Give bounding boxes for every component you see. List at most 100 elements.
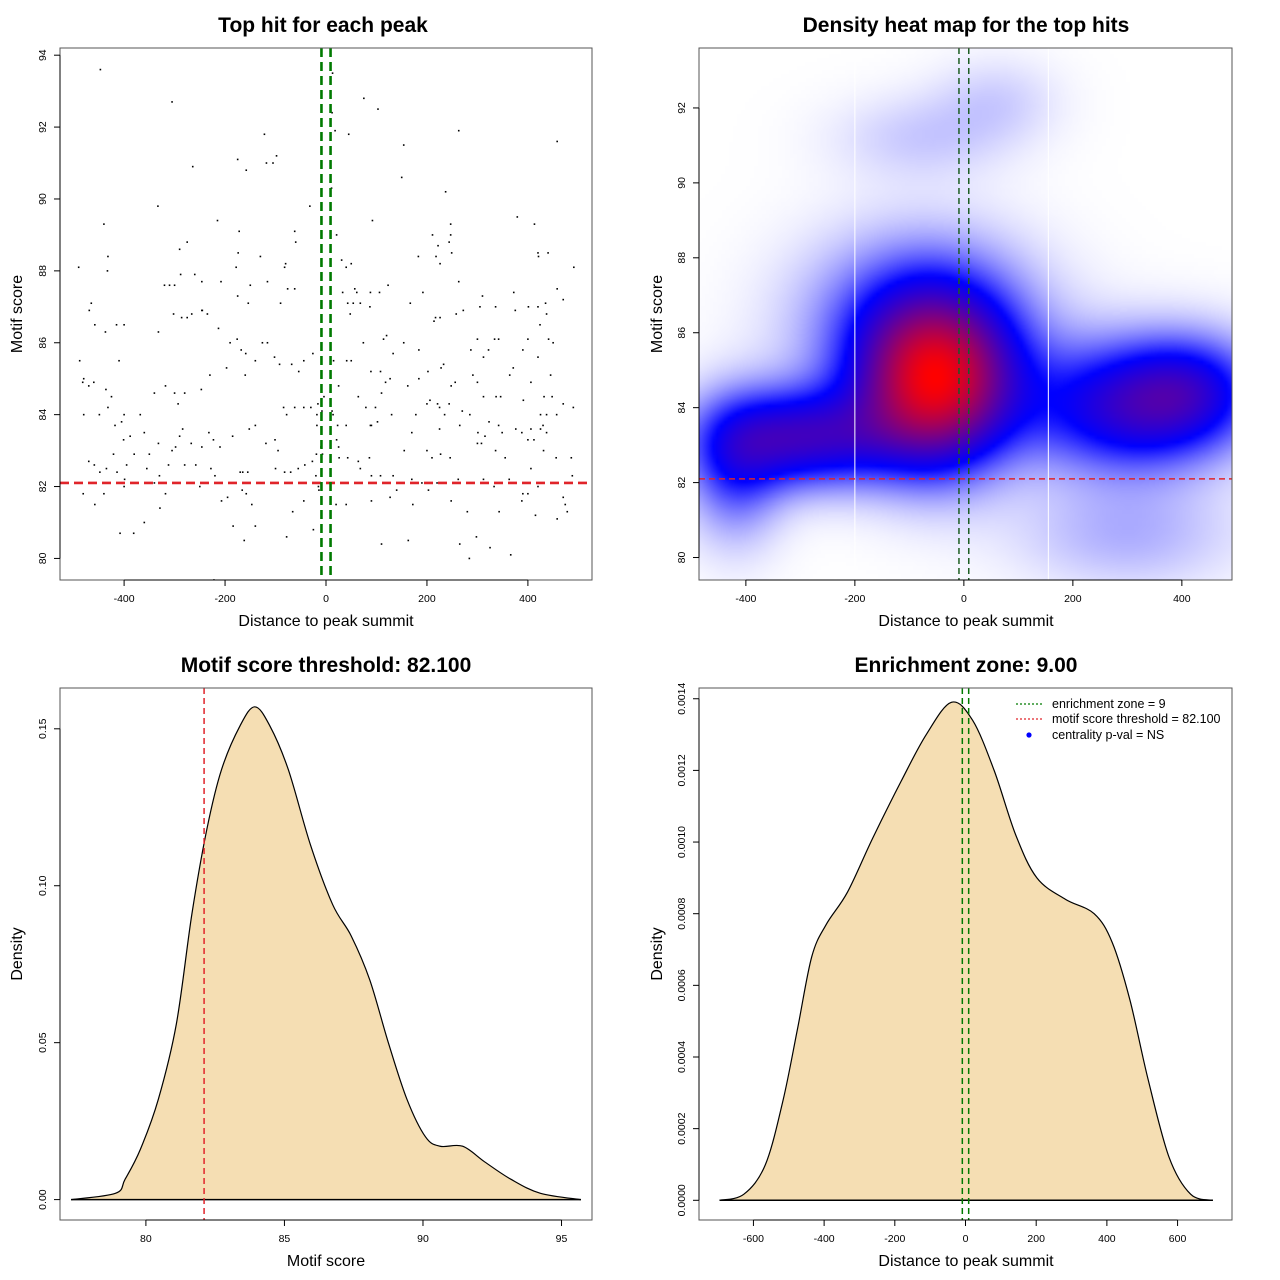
scatter-point	[484, 435, 486, 438]
scatter-point	[246, 471, 249, 473]
x-tick-label: -200	[884, 1233, 905, 1245]
scatter-point	[274, 439, 276, 441]
scatter-point	[220, 280, 222, 283]
scatter-point	[497, 338, 500, 340]
scatter-point	[362, 341, 365, 344]
scatter-point	[369, 291, 372, 294]
scatter-point	[527, 439, 529, 441]
y-axis-label: Density	[9, 927, 26, 980]
y-tick-label: 0.0002	[676, 1112, 688, 1144]
scatter-point	[448, 403, 450, 405]
scatter-point	[345, 359, 348, 362]
scatter-point	[516, 216, 519, 218]
scatter-point	[527, 338, 529, 340]
scatter-point	[316, 413, 318, 416]
x-tick-label: -200	[844, 593, 865, 605]
y-tick-label: 0.10	[37, 875, 49, 896]
scatter-point	[369, 424, 372, 427]
scatter-point	[479, 306, 481, 308]
y-tick-label: 0.05	[37, 1032, 49, 1053]
scatter-point	[243, 539, 246, 542]
scatter-point	[99, 68, 102, 71]
scatter-point	[209, 374, 211, 376]
scatter-point	[359, 302, 362, 305]
scatter-point	[352, 302, 355, 305]
scatter-point	[331, 111, 333, 114]
scatter-point	[107, 406, 109, 409]
scatter-point	[106, 270, 109, 272]
scatter-point	[201, 309, 204, 312]
scatter-point	[380, 543, 383, 545]
y-tick-label: 88	[37, 265, 49, 277]
scatter-point	[476, 381, 479, 384]
scatter-point	[146, 467, 148, 470]
panel-heatmap: Density heat map for the top hits Distan…	[649, 14, 1233, 630]
scatter-point	[331, 410, 333, 412]
scatter-point	[285, 413, 288, 416]
scatter-point	[347, 133, 350, 136]
y-tick-label: 0.00	[37, 1189, 49, 1210]
scatter-point	[114, 424, 116, 427]
x-axis-label: Distance to peak summit	[878, 1253, 1054, 1270]
scatter-point	[304, 464, 306, 466]
scatter-point	[208, 431, 210, 434]
scatter-point	[534, 514, 537, 517]
scatter-point	[539, 428, 542, 430]
scatter-point	[409, 302, 412, 305]
x-tick-label: 200	[1027, 1233, 1045, 1245]
scatter-point	[143, 431, 146, 434]
scatter-point	[555, 456, 557, 459]
scatter-point	[123, 323, 125, 326]
scatter-point	[418, 349, 420, 351]
scatter-point	[431, 456, 433, 459]
scatter-point	[302, 406, 305, 409]
scatter-point	[317, 403, 319, 405]
y-tick-label: 84	[37, 409, 49, 421]
x-tick-label: -200	[215, 593, 236, 605]
scatter-point	[357, 460, 360, 463]
scatter-point	[426, 449, 428, 452]
x-tick-label: 400	[1173, 593, 1191, 605]
scatter-point	[545, 413, 548, 416]
x-tick-label: 80	[140, 1233, 152, 1245]
scatter-point	[112, 453, 115, 455]
scatter-point	[368, 456, 371, 459]
scatter-point	[497, 424, 500, 427]
scatter-point	[157, 331, 160, 333]
scatter-point	[277, 449, 279, 452]
scatter-point	[489, 546, 491, 549]
scatter-point	[363, 97, 365, 100]
scatter-point	[93, 464, 96, 466]
scatter-point	[164, 492, 167, 495]
scatter-point	[509, 554, 512, 556]
scatter-point	[427, 370, 429, 373]
x-tick-label: 200	[418, 593, 436, 605]
y-tick-label: 92	[37, 121, 49, 133]
y-tick-label: 88	[676, 252, 688, 264]
scatter-point	[115, 323, 118, 326]
scatter-point	[312, 528, 315, 531]
scatter-point	[370, 370, 372, 373]
scatter-point	[87, 385, 90, 387]
scatter-point	[245, 169, 248, 172]
density-curve	[70, 706, 582, 1201]
scatter-point	[331, 72, 334, 74]
x-axis-label: Motif score	[287, 1253, 365, 1270]
scatter-point	[201, 446, 203, 448]
scatter-point	[370, 474, 373, 477]
scatter-point	[290, 363, 293, 366]
scatter-point	[336, 424, 339, 427]
scatter-point	[133, 453, 135, 455]
scatter-point	[527, 492, 529, 495]
scatter-point	[158, 474, 161, 477]
y-tick-label: 80	[37, 552, 49, 564]
scatter-point	[449, 456, 451, 459]
scatter-point	[194, 464, 197, 466]
scatter-point	[530, 381, 532, 384]
scatter-point	[173, 284, 176, 287]
scatter-point	[293, 230, 296, 233]
scatter-point	[232, 525, 234, 527]
scatter-point	[370, 424, 373, 427]
chart-title: Top hit for each peak	[218, 14, 428, 37]
scatter-point	[283, 266, 286, 269]
